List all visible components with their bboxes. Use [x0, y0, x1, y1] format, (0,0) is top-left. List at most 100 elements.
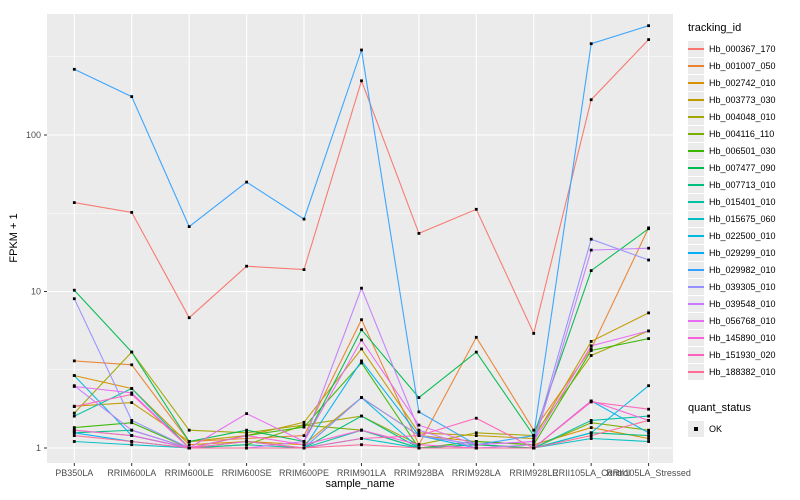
- x-tick-label: RRII105LA_Control: [552, 468, 630, 478]
- legend-item-label: Hb_029299_010: [709, 247, 776, 258]
- legend-item-Hb_022500_010: Hb_022500_010: [688, 227, 776, 244]
- legend-key-line-icon: [688, 40, 704, 57]
- data-point: [72, 431, 76, 435]
- data-point: [245, 437, 248, 440]
- data-point: [647, 38, 650, 41]
- data-point: [474, 440, 478, 443]
- data-point: [589, 347, 593, 351]
- legend-item-label: Hb_002742_010: [709, 77, 776, 88]
- data-point: [72, 440, 76, 443]
- quant-legend-title: quant_status: [688, 402, 751, 414]
- data-point: [647, 434, 650, 437]
- data-point: [589, 340, 593, 343]
- x-tick-label: PB350LA: [55, 468, 93, 478]
- x-tick-label: RRIM600PE: [279, 468, 329, 478]
- x-tick-label: RRIM928LA: [452, 468, 501, 478]
- legend-key-line-icon: [688, 142, 704, 159]
- data-point: [187, 225, 191, 228]
- data-point: [72, 411, 76, 415]
- data-point: [245, 412, 248, 415]
- data-point: [589, 426, 593, 429]
- data-point: [417, 423, 421, 427]
- data-point: [647, 337, 650, 340]
- legend-item-label: Hb_004116_110: [709, 128, 775, 139]
- y-tick-label: 10: [31, 287, 41, 297]
- data-point: [302, 425, 306, 429]
- data-point: [474, 335, 478, 339]
- data-point: [72, 374, 76, 377]
- data-point: [589, 42, 593, 46]
- data-point: [589, 437, 593, 440]
- legend-item-label: Hb_006501_030: [709, 145, 776, 156]
- legend-item-label: Hb_004048_010: [709, 111, 776, 122]
- data-point: [360, 347, 363, 351]
- data-point: [72, 434, 76, 437]
- data-point: [245, 434, 248, 437]
- data-point: [474, 431, 478, 435]
- legend-item-Hb_015401_010: Hb_015401_010: [688, 193, 776, 210]
- legend-item-label: Hb_003773_030: [709, 94, 776, 105]
- data-point: [130, 401, 134, 404]
- legend-key-line-icon: [688, 278, 704, 295]
- legend-item-Hb_002742_010: Hb_002742_010: [688, 74, 776, 91]
- data-point: [589, 421, 593, 425]
- data-point: [130, 428, 134, 432]
- legend-key-line-icon: [688, 227, 704, 244]
- data-point: [360, 79, 363, 83]
- data-point: [532, 440, 536, 443]
- data-point: [360, 428, 363, 432]
- data-point: [647, 227, 650, 231]
- legend-key-line-icon: [688, 210, 704, 227]
- data-point: [647, 428, 650, 432]
- legend-tracking-id: tracking_id Hb_000367_170 Hb_001007_050 Hb…: [688, 22, 776, 380]
- data-point: [589, 354, 593, 357]
- data-point: [72, 288, 76, 292]
- data-point: [245, 180, 248, 184]
- data-point: [72, 426, 76, 429]
- data-point: [589, 419, 593, 422]
- data-point: [72, 359, 76, 363]
- data-point: [417, 410, 421, 414]
- data-point: [360, 328, 363, 332]
- legend-item-label: Hb_015675_060: [709, 213, 776, 224]
- data-point: [72, 201, 76, 204]
- data-point: [360, 359, 363, 363]
- legend-key-line-icon: [688, 312, 704, 329]
- data-point: [302, 217, 306, 221]
- data-point: [360, 414, 363, 418]
- data-point: [360, 443, 363, 447]
- legend-item-Hb_004048_010: Hb_004048_010: [688, 108, 776, 125]
- data-point: [417, 428, 421, 432]
- legend-key-line-icon: [688, 91, 704, 108]
- data-point: [589, 400, 593, 404]
- data-point: [360, 361, 363, 365]
- data-point: [130, 387, 134, 390]
- data-point: [532, 428, 536, 432]
- data-point: [647, 414, 650, 418]
- data-point: [589, 431, 593, 435]
- legend-item-Hb_188382_010: Hb_188382_010: [688, 363, 776, 380]
- data-point: [302, 443, 306, 447]
- x-tick-label: RRIM901LA: [337, 468, 386, 478]
- x-tick-label: RRII105LA_Stressed: [606, 468, 691, 478]
- y-tick-label: 1: [36, 443, 41, 453]
- legend-item-Hb_039305_010: Hb_039305_010: [688, 278, 776, 295]
- legend-item-Hb_006501_030: Hb_006501_030: [688, 142, 776, 159]
- data-point: [532, 437, 536, 440]
- x-tick-label: RRIM600LE: [165, 468, 214, 478]
- x-tick-label: RRIM600SE: [222, 468, 272, 478]
- legend-item-Hb_056768_010: Hb_056768_010: [688, 312, 776, 329]
- legend-item-Hb_029299_010: Hb_029299_010: [688, 244, 776, 261]
- data-point: [187, 428, 191, 432]
- data-point: [130, 421, 134, 425]
- legend-item-Hb_015675_060: Hb_015675_060: [688, 210, 776, 227]
- data-point: [647, 407, 650, 411]
- data-point: [532, 446, 536, 450]
- data-point: [474, 443, 478, 447]
- legend-item-label: Hb_039305_010: [709, 281, 776, 292]
- data-point: [245, 446, 248, 450]
- data-point: [72, 67, 76, 71]
- data-point: [647, 440, 650, 443]
